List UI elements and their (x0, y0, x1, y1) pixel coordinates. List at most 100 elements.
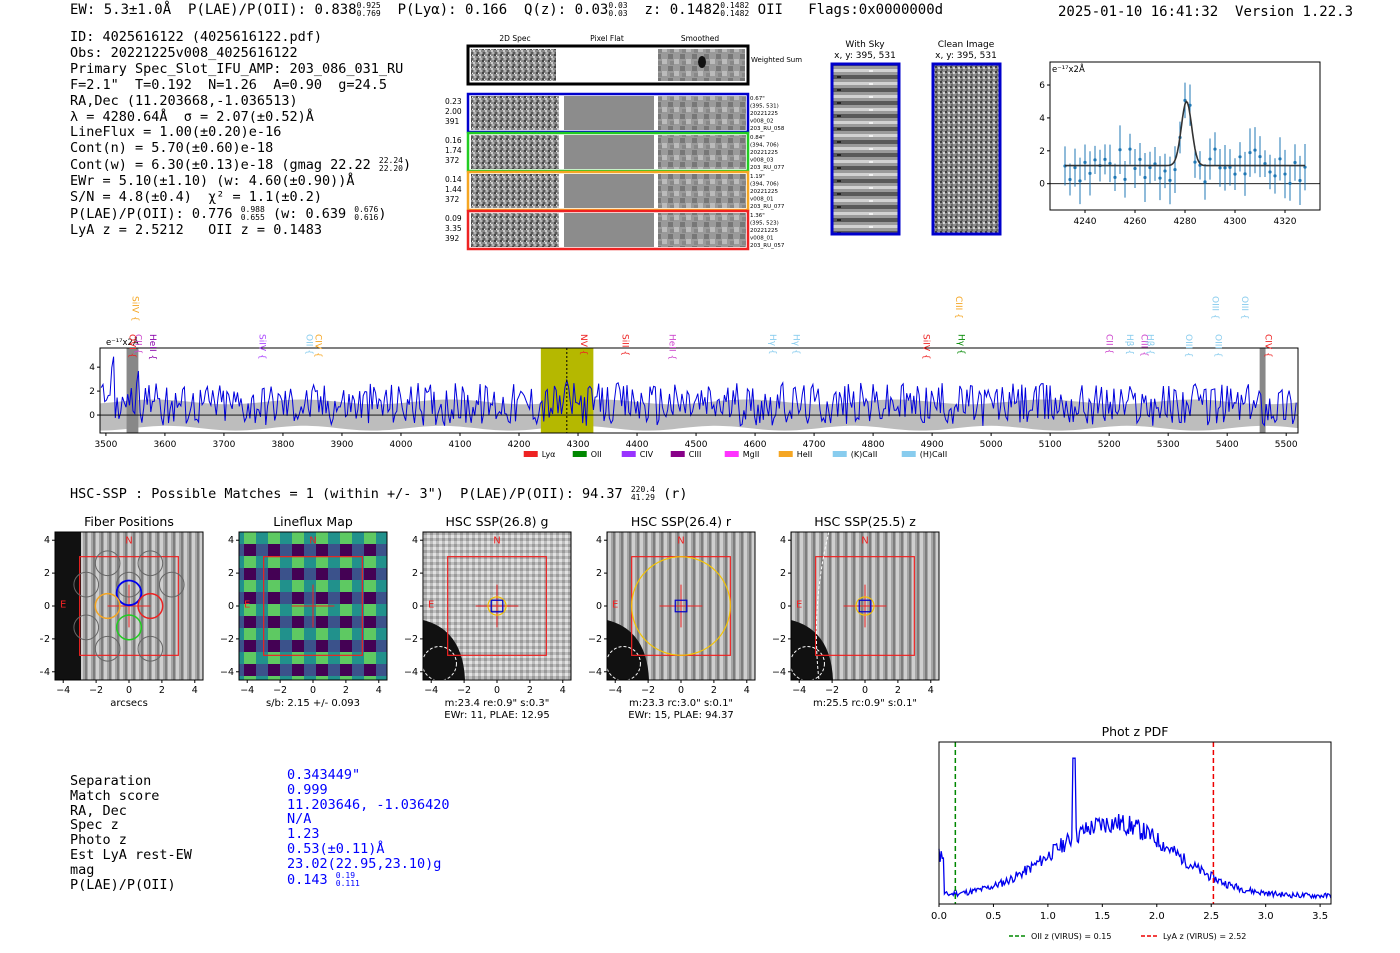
cutout-left-value: 0.16 (445, 136, 462, 145)
header-summary: EW: 5.3±1.0Å P(LAE)/P(OII): 0.838 0.925 0.… (70, 2, 943, 19)
panel-xtick-label: 4 (928, 685, 934, 696)
spectrum-legend-label: HeII (797, 450, 813, 459)
spectrum-xtick-label: 4300 (567, 440, 590, 450)
panel-ytick-label: 0 (44, 601, 50, 612)
info-contw: Cont(w) = 6.30(±0.13)e-18 (gmag 22.22 22… (70, 157, 411, 174)
panel-compass-n: N (309, 536, 316, 547)
spectrum-line-label: CIII { (953, 296, 963, 319)
panel-ytick-label: 2 (412, 568, 418, 579)
spectrum-legend-swatch (832, 451, 847, 457)
weighted-sum-source (698, 56, 706, 68)
cutout-smoothed (658, 135, 746, 169)
panel-compass-e: E (244, 600, 250, 611)
spectrum-xtick-label: 4000 (390, 440, 413, 450)
panel-xtick-label: 2 (343, 685, 349, 696)
header-timestamp: 2025-01-10 16:41:32 Version 1.22.3 (1058, 4, 1353, 20)
cutout-left-value: 2.00 (445, 107, 462, 116)
sep-label-7: P(LAE)/P(OII) (70, 876, 176, 893)
header-z: z: 0.1482 (644, 2, 721, 18)
panel-fiber (116, 571, 142, 598)
sep-value-6: 23.02(22.95,23.10)g (287, 855, 442, 872)
panel-source-box (490, 599, 504, 613)
photz-xtick-label: 3.0 (1258, 911, 1274, 922)
linefit-point (1168, 178, 1172, 183)
linefit-point (1258, 155, 1262, 159)
panel-xtick-label: −4 (608, 685, 622, 696)
cutout-right-value: (394, 706) (750, 143, 779, 149)
panel-ytick-label: 4 (596, 535, 602, 546)
cutout-right-value: 20221225 (750, 189, 778, 195)
sep-plae-lo: 0.111 (335, 878, 360, 888)
spectrum-xtick-label: 5100 (1039, 440, 1062, 450)
linefit-xtick-label: 4320 (1274, 217, 1297, 227)
panel-xtick-label: 0 (126, 685, 132, 696)
panel-title: HSC SSP(26.4) r (631, 514, 732, 529)
cutout-left-value: 0.23 (445, 97, 462, 106)
info-id: ID: 4025616122 (4025616122.pdf) (70, 29, 322, 45)
sep-label-6: mag (70, 861, 95, 878)
info-lambda: λ = 4280.64Å σ = 2.07(±0.52)Å (70, 108, 314, 125)
panel-xtick-label: −4 (424, 685, 438, 696)
panel-ytick-label: 0 (780, 601, 786, 612)
info-plae-w: (w: 0.639 (272, 205, 347, 222)
spectrum-line-label: OVI { (127, 334, 137, 358)
panel-xtick-label: 2 (711, 685, 717, 696)
linefit-point (1268, 170, 1272, 174)
photz-xtick-label: 1.5 (1094, 911, 1110, 922)
panel-aperture (631, 556, 731, 656)
info-plae-hi: 0.988 (240, 204, 265, 214)
cutout-right-value: 203_RU_077 (750, 204, 785, 210)
cutout-right-value: 203_RU_057 (750, 243, 785, 249)
spectrum-xtick-label: 5200 (1098, 440, 1121, 450)
sep-value-1: 0.999 (287, 781, 328, 798)
spectrum-axes (99, 347, 1299, 434)
linefit-point (1228, 165, 1232, 169)
cutout-left-value: 391 (445, 117, 460, 126)
spectrum-xtick-label: 4800 (862, 440, 885, 450)
panel-xtick-label: −2 (825, 685, 839, 696)
separation-labels: Separation Match score RA, Dec Spec z Ph… (70, 774, 192, 892)
cutout-2dspec (471, 213, 559, 247)
sep-value-3: N/A (287, 811, 312, 828)
panel-compass-e: E (612, 600, 618, 611)
panel-caption-1: m:23.3 rc:3.0" s:0.1" (629, 698, 733, 709)
weighted-sum-label: Weighted Sum (751, 56, 802, 64)
linefit-point (1083, 160, 1087, 164)
panel-ytick-label: 0 (596, 601, 602, 612)
spectrum-xtick-label: 3900 (331, 440, 354, 450)
weighted-sum-2dspec (471, 49, 556, 81)
panel-caption-2: EWr: 11, PLAE: 12.95 (444, 710, 550, 721)
panel-xtick-label: −2 (641, 685, 655, 696)
cutout-left-value: 372 (445, 195, 460, 204)
sep-plae-hi: 0.19 (335, 870, 356, 880)
panel-dashed-circle (421, 646, 457, 682)
photz-title: Phot z PDF (1102, 724, 1169, 739)
panel-xtick-label: 4 (376, 685, 382, 696)
linefit-xtick-label: 4260 (1124, 217, 1147, 227)
panel-ytick-label: −2 (40, 634, 50, 645)
panel-ytick-label: 0 (228, 601, 234, 612)
cutout-right-value: 20221225 (750, 228, 778, 234)
info-contw-lo: 22.20 (378, 164, 403, 174)
panel-fiber (73, 571, 100, 598)
panel-ytick-label: 0 (412, 601, 418, 612)
panel-aperture (487, 596, 507, 616)
spectrum-line-label: CII { (1103, 334, 1113, 354)
with-sky-image (830, 62, 901, 236)
sky-panels: With Sky x, y: 395, 531 Clean Image x, y… (830, 40, 1002, 236)
info-plae-lo: 0.655 (240, 212, 265, 222)
panel-xtick-label: −2 (273, 685, 287, 696)
cutout-2dspec (471, 174, 559, 208)
panel-dark-region (55, 532, 81, 680)
spectrum-xtick-label: 3600 (153, 440, 176, 450)
info-plae-w-hi: 0.676 (354, 204, 379, 214)
panel-ytick-label: 2 (228, 568, 234, 579)
spectrum-xtick-label: 5000 (980, 440, 1003, 450)
linefit-point (1078, 179, 1082, 183)
linefit-point (1288, 181, 1292, 186)
info-plae-w-lo: 0.616 (354, 212, 379, 222)
panel-caption-1: m:23.4 re:0.9" s:0.3" (445, 698, 550, 709)
spectrum-line-label: OIII { (1209, 296, 1219, 320)
photz-xtick-label: 3.5 (1312, 911, 1328, 922)
spectrum-line-label: HeII { (667, 334, 677, 360)
